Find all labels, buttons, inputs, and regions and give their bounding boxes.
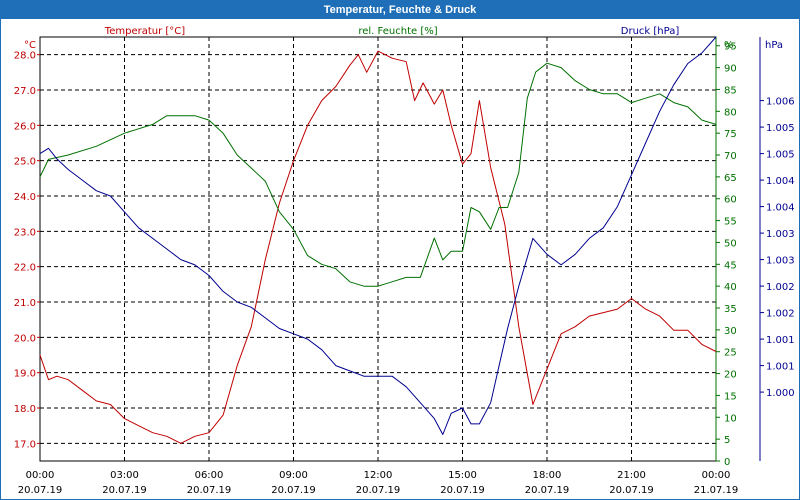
humidity-tick-label: 30 [724,326,737,337]
pressure-tick-label: 1.006 [766,97,795,108]
temperature-axis: 17.0 18.0 19.0 20.0 21.0 22.0 23.0 24.0 25.0 26.0… [14,51,40,450]
pressure-tick-label: 1.001 [766,362,795,373]
temperature-tick-label: 28.0 [14,51,36,62]
temperature-tick-label: 23.0 [14,227,36,238]
humidity-tick-label: 25 [724,348,737,359]
series-lines [39,36,717,444]
humidity-tick-label: 40 [724,282,737,293]
time-tick-label: 00:00 [702,470,731,481]
pressure-tick-label: 1.003 [766,256,795,267]
temperature-tick-label: 17.0 [14,439,36,450]
date-tick-label: 21.07.19 [694,485,739,496]
temperature-tick-label: 24.0 [14,192,36,203]
humidity-tick-label: 70 [724,151,737,162]
time-axis: 00:00 20.07.19 03:00 20.07.19 06:00 20.07.19 0… [18,470,739,496]
humidity-tick-label: 50 [724,238,737,249]
temperature-tick-label: 25.0 [14,157,36,168]
humidity-tick-label: 65 [724,173,737,184]
time-tick-label: 12:00 [364,470,393,481]
temperature-tick-label: 21.0 [14,298,36,309]
pressure-tick-label: 1.004 [766,203,795,214]
pressure-tick-label: 1.000 [766,388,795,399]
pressure-axis: 1.000 1.001 1.001 1.002 1.002 1.003 1.003 1.004… [759,37,795,461]
humidity-tick-label: 85 [724,85,737,96]
pressure-axis-label: Druck [hPa] [621,26,680,37]
humidity-tick-label: 35 [724,304,737,315]
humidity-tick-label: 10 [724,413,737,424]
time-tick-label: 21:00 [617,470,646,481]
time-tick-label: 18:00 [533,470,562,481]
humidity-tick-label: 75 [724,129,737,140]
chart-title: Temperatur, Feuchte & Druck [1,1,799,19]
humidity-tick-label: 20 [724,370,737,381]
temperature-tick-label: 22.0 [14,263,36,274]
temperature-tick-label: 20.0 [14,333,36,344]
time-tick-label: 06:00 [195,470,224,481]
time-tick-label: 15:00 [448,470,477,481]
pressure-tick-label: 1.002 [766,282,795,293]
humidity-tick-label: 55 [724,217,737,228]
pressure-tick-label: 1.001 [766,335,795,346]
time-tick-label: 09:00 [279,470,308,481]
humidity-line [39,62,717,287]
humidity-tick-label: 5 [724,435,730,446]
date-tick-label: 20.07.19 [187,485,232,496]
grid-lines [40,37,716,461]
time-tick-label: 03:00 [110,470,139,481]
date-tick-label: 20.07.19 [18,485,63,496]
temperature-axis-label: Temperatur [°C] [104,26,185,37]
humidity-tick-label: 0 [724,457,730,468]
humidity-axis-label: rel. Feuchte [%] [358,26,437,37]
pressure-tick-label: 1.003 [766,229,795,240]
temperature-tick-label: 19.0 [14,369,36,380]
pressure-line [39,36,717,435]
humidity-tick-label: 15 [724,391,737,402]
humidity-axis: 0 5 10 15 20 25 30 35 40 45 50 55 60 65 70 75 80 85 90 95 [715,37,737,468]
humidity-tick-label: 60 [724,195,737,206]
temperature-line [39,50,717,444]
temperature-unit-label: °C [24,40,36,51]
date-tick-label: 20.07.19 [525,485,570,496]
humidity-tick-label: 90 [724,64,737,75]
pressure-tick-label: 1.005 [766,150,795,161]
date-tick-label: 20.07.19 [356,485,401,496]
date-tick-label: 20.07.19 [102,485,147,496]
humidity-tick-label: 95 [724,42,737,53]
date-tick-label: 20.07.19 [440,485,485,496]
date-tick-label: 20.07.19 [609,485,654,496]
temperature-tick-label: 18.0 [14,404,36,415]
humidity-tick-label: 45 [724,260,737,271]
humidity-tick-label: 80 [724,107,737,118]
pressure-tick-label: 1.005 [766,123,795,134]
pressure-tick-label: 1.002 [766,309,795,320]
humidity-unit-label: % [724,40,734,51]
date-tick-label: 20.07.19 [271,485,316,496]
temperature-tick-label: 27.0 [14,86,36,97]
temperature-tick-label: 26.0 [14,121,36,132]
time-tick-label: 00:00 [26,470,55,481]
pressure-tick-label: 1.004 [766,176,795,187]
pressure-unit-label: hPa [765,40,783,51]
